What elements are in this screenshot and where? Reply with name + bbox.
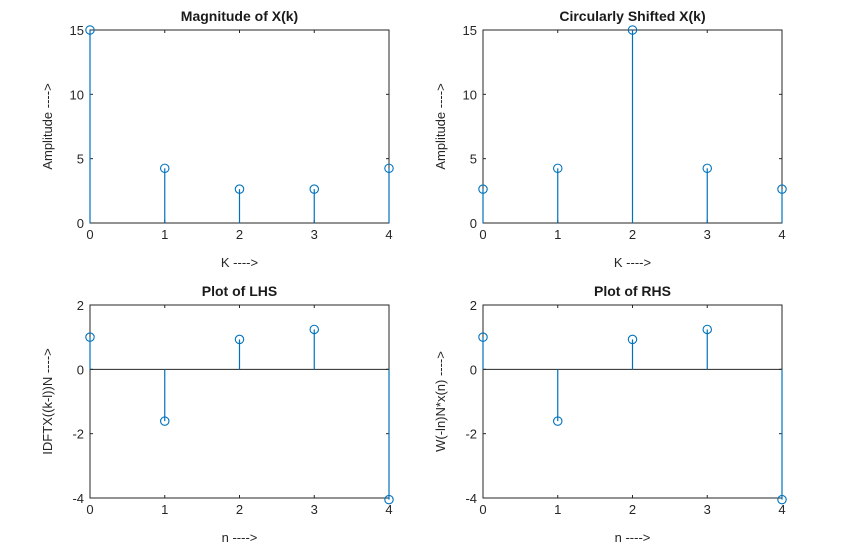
stem-marker xyxy=(702,324,712,335)
y-tick-label: -2 xyxy=(465,427,477,442)
x-axis-label: n ----> xyxy=(615,530,651,545)
stem-marker xyxy=(552,416,563,426)
stem-marker xyxy=(309,324,319,335)
y-tick-label: 2 xyxy=(470,298,477,313)
stem-marker xyxy=(777,184,787,194)
y-tick-label: 15 xyxy=(463,23,477,38)
chart-title: Plot of LHS xyxy=(202,283,277,299)
x-tick-label: 4 xyxy=(778,227,785,242)
x-axis-label: K ----> xyxy=(221,255,258,270)
x-tick-label: 2 xyxy=(629,502,636,517)
chart-title: Plot of RHS xyxy=(594,283,671,299)
y-tick-label: -2 xyxy=(72,427,84,442)
stem-marker xyxy=(627,334,638,345)
y-axis-label: Amplitude ----> xyxy=(433,83,448,169)
x-tick-label: 1 xyxy=(554,227,561,242)
stem-marker xyxy=(478,184,488,194)
y-tick-label: 0 xyxy=(77,216,84,231)
y-tick-label: 5 xyxy=(77,152,84,167)
x-tick-label: 1 xyxy=(161,502,168,517)
stem-marker xyxy=(702,163,712,174)
x-tick-label: 4 xyxy=(385,502,392,517)
stem-marker xyxy=(234,334,245,345)
stem-marker xyxy=(234,184,245,194)
y-tick-label: -4 xyxy=(465,491,477,506)
x-tick-label: 1 xyxy=(554,502,561,517)
subplot-1: Magnitude of X(k) 0 1 2 3 4 0 5 10 15 K ----> Ampli… xyxy=(40,8,394,270)
x-tick-label: 2 xyxy=(236,227,243,242)
y-tick-label: 15 xyxy=(70,23,84,38)
subplot-2: Circularly Shifted X(k) 0 1 2 3 4 0 5 10 15 K ----… xyxy=(433,8,787,270)
y-tick-label: 10 xyxy=(463,87,477,102)
x-tick-label: 3 xyxy=(704,502,711,517)
y-tick-label: 0 xyxy=(77,362,84,377)
y-tick-label: 10 xyxy=(70,87,84,102)
stem-marker xyxy=(384,163,394,174)
stem-marker xyxy=(85,25,95,35)
y-tick-label: 5 xyxy=(470,152,477,167)
y-axis-label: IDFTX((k-l))N ----> xyxy=(40,348,55,455)
subplot-3: Plot of LHS 0 1 2 3 4 -4 -2 0 2 n ----> IDFTX((k-l)… xyxy=(40,283,394,545)
subplot-4: Plot of RHS 0 1 2 3 4 -4 -2 0 2 n ----> W(-ln)N*x(n… xyxy=(433,283,787,545)
x-axis-label: n ----> xyxy=(222,530,258,545)
y-tick-label: -4 xyxy=(72,491,84,506)
x-tick-label: 3 xyxy=(704,227,711,242)
stem-marker xyxy=(384,494,394,505)
stem-marker xyxy=(552,163,563,174)
y-axis-label: Amplitude ----> xyxy=(40,83,55,169)
x-tick-label: 0 xyxy=(86,227,93,242)
x-tick-label: 2 xyxy=(236,502,243,517)
x-tick-label: 4 xyxy=(778,502,785,517)
y-tick-label: 0 xyxy=(470,362,477,377)
x-axis-label: K ----> xyxy=(614,255,651,270)
y-axis-label: W(-ln)N*x(n) ----> xyxy=(433,351,448,452)
x-tick-label: 0 xyxy=(479,227,486,242)
stem-marker xyxy=(627,25,638,35)
stem-marker xyxy=(478,332,488,342)
stem-marker xyxy=(160,163,170,174)
stem-marker xyxy=(160,416,170,426)
x-tick-label: 0 xyxy=(86,502,93,517)
y-tick-label: 0 xyxy=(470,216,477,231)
stem-marker xyxy=(85,332,95,342)
x-tick-label: 3 xyxy=(311,227,318,242)
x-tick-label: 4 xyxy=(385,227,392,242)
x-tick-label: 1 xyxy=(161,227,168,242)
y-tick-label: 2 xyxy=(77,298,84,313)
chart-title: Circularly Shifted X(k) xyxy=(559,8,705,24)
stem-marker xyxy=(777,494,787,505)
chart-title: Magnitude of X(k) xyxy=(181,8,298,24)
x-tick-label: 0 xyxy=(479,502,486,517)
x-tick-label: 3 xyxy=(311,502,318,517)
x-tick-label: 2 xyxy=(629,227,636,242)
stem-marker xyxy=(309,184,319,194)
